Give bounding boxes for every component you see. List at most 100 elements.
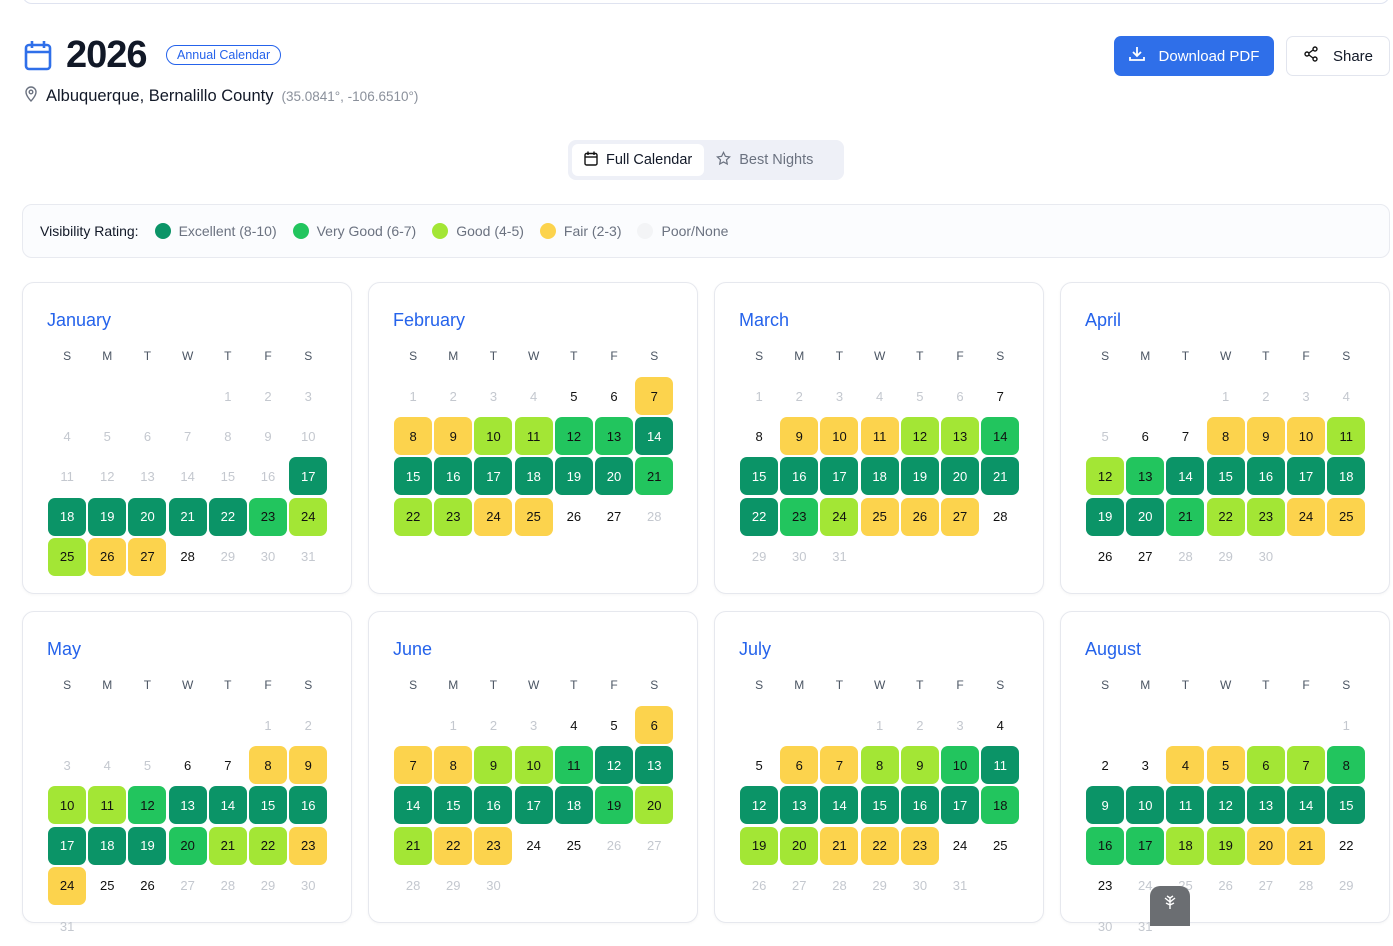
day-cell[interactable]: 14 <box>635 417 674 456</box>
day-cell[interactable]: 24 <box>474 497 513 536</box>
day-cell[interactable]: 20 <box>1126 497 1165 536</box>
day-cell[interactable]: 20 <box>168 826 207 865</box>
day-cell[interactable]: 14 <box>820 786 859 825</box>
day-cell[interactable]: 15 <box>740 457 779 496</box>
day-cell[interactable]: 16 <box>1246 457 1285 496</box>
day-cell[interactable]: 23 <box>249 497 288 536</box>
day-cell[interactable]: 14 <box>394 786 433 825</box>
day-cell[interactable]: 18 <box>1166 826 1205 865</box>
day-cell[interactable]: 25 <box>566 838 582 854</box>
day-cell[interactable]: 8 <box>249 746 288 785</box>
day-cell[interactable]: 18 <box>981 786 1020 825</box>
day-cell[interactable]: 21 <box>1166 497 1205 536</box>
day-cell[interactable]: 24 <box>526 838 541 854</box>
day-cell[interactable]: 15 <box>860 786 899 825</box>
day-cell[interactable]: 12 <box>740 786 779 825</box>
day-cell[interactable]: 17 <box>289 457 328 496</box>
day-cell[interactable]: 20 <box>1246 826 1285 865</box>
day-cell[interactable]: 18 <box>88 826 127 865</box>
day-cell[interactable]: 11 <box>860 417 899 456</box>
day-cell[interactable]: 22 <box>1206 497 1245 536</box>
day-cell[interactable]: 24 <box>952 838 968 854</box>
day-cell[interactable]: 5 <box>755 757 763 773</box>
day-cell[interactable]: 19 <box>740 826 779 865</box>
day-cell[interactable]: 14 <box>1166 457 1205 496</box>
day-cell[interactable]: 26 <box>88 537 127 576</box>
day-cell[interactable]: 17 <box>474 457 513 496</box>
day-cell[interactable]: 21 <box>635 457 674 496</box>
day-cell[interactable]: 12 <box>1206 786 1245 825</box>
day-cell[interactable]: 15 <box>1206 457 1245 496</box>
day-cell[interactable]: 20 <box>780 826 819 865</box>
day-cell[interactable]: 23 <box>900 826 939 865</box>
day-cell[interactable]: 7 <box>224 757 232 773</box>
day-cell[interactable]: 11 <box>981 746 1020 785</box>
day-cell[interactable]: 19 <box>128 826 167 865</box>
day-cell[interactable]: 19 <box>554 457 593 496</box>
day-cell[interactable]: 6 <box>184 757 192 773</box>
day-cell[interactable]: 8 <box>860 746 899 785</box>
day-cell[interactable]: 16 <box>289 786 328 825</box>
day-cell[interactable]: 15 <box>1327 786 1366 825</box>
day-cell[interactable]: 13 <box>168 786 207 825</box>
day-cell[interactable]: 17 <box>1287 457 1326 496</box>
day-cell[interactable]: 23 <box>434 497 473 536</box>
day-cell[interactable]: 19 <box>1086 497 1125 536</box>
day-cell[interactable]: 9 <box>474 746 513 785</box>
day-cell[interactable]: 7 <box>394 746 433 785</box>
day-cell[interactable]: 6 <box>610 388 618 404</box>
day-cell[interactable]: 25 <box>514 497 553 536</box>
day-cell[interactable]: 10 <box>514 746 553 785</box>
day-cell[interactable]: 22 <box>740 497 779 536</box>
day-cell[interactable]: 8 <box>1206 417 1245 456</box>
day-cell[interactable]: 24 <box>48 866 87 905</box>
day-cell[interactable]: 12 <box>554 417 593 456</box>
day-cell[interactable]: 16 <box>780 457 819 496</box>
day-cell[interactable]: 21 <box>208 826 247 865</box>
day-cell[interactable]: 14 <box>208 786 247 825</box>
day-cell[interactable]: 13 <box>635 746 674 785</box>
day-cell[interactable]: 19 <box>1206 826 1245 865</box>
day-cell[interactable]: 12 <box>595 746 634 785</box>
day-cell[interactable]: 9 <box>434 417 473 456</box>
day-cell[interactable]: 7 <box>1287 746 1326 785</box>
day-cell[interactable]: 7 <box>820 746 859 785</box>
day-cell[interactable]: 17 <box>1126 826 1165 865</box>
day-cell[interactable]: 18 <box>554 786 593 825</box>
day-cell[interactable]: 17 <box>941 786 980 825</box>
day-cell[interactable]: 17 <box>514 786 553 825</box>
day-cell[interactable]: 20 <box>941 457 980 496</box>
day-cell[interactable]: 11 <box>514 417 553 456</box>
day-cell[interactable]: 22 <box>434 826 473 865</box>
day-cell[interactable]: 6 <box>780 746 819 785</box>
day-cell[interactable]: 16 <box>900 786 939 825</box>
day-cell[interactable]: 2 <box>1101 757 1109 773</box>
day-cell[interactable]: 20 <box>635 786 674 825</box>
day-cell[interactable]: 27 <box>128 537 167 576</box>
day-cell[interactable]: 26 <box>140 878 155 894</box>
day-cell[interactable]: 14 <box>1287 786 1326 825</box>
day-cell[interactable]: 6 <box>1246 746 1285 785</box>
day-cell[interactable]: 10 <box>1287 417 1326 456</box>
day-cell[interactable]: 21 <box>1287 826 1326 865</box>
day-cell[interactable]: 9 <box>900 746 939 785</box>
day-cell[interactable]: 28 <box>992 509 1008 525</box>
day-cell[interactable]: 7 <box>1181 428 1190 444</box>
day-cell[interactable]: 8 <box>434 746 473 785</box>
day-cell[interactable]: 18 <box>48 497 87 536</box>
day-cell[interactable]: 15 <box>249 786 288 825</box>
day-cell[interactable]: 22 <box>249 826 288 865</box>
day-cell[interactable]: 13 <box>941 417 980 456</box>
tab-best-nights[interactable]: Best Nights <box>704 144 825 176</box>
day-cell[interactable]: 12 <box>128 786 167 825</box>
day-cell[interactable]: 28 <box>180 549 195 565</box>
day-cell[interactable]: 4 <box>570 717 578 733</box>
day-cell[interactable]: 25 <box>100 878 115 894</box>
day-cell[interactable]: 11 <box>1166 786 1205 825</box>
day-cell[interactable]: 22 <box>394 497 433 536</box>
day-cell[interactable]: 21 <box>820 826 859 865</box>
day-cell[interactable]: 25 <box>1327 497 1366 536</box>
day-cell[interactable]: 8 <box>755 428 763 444</box>
day-cell[interactable]: 9 <box>1246 417 1285 456</box>
day-cell[interactable]: 25 <box>992 838 1008 854</box>
